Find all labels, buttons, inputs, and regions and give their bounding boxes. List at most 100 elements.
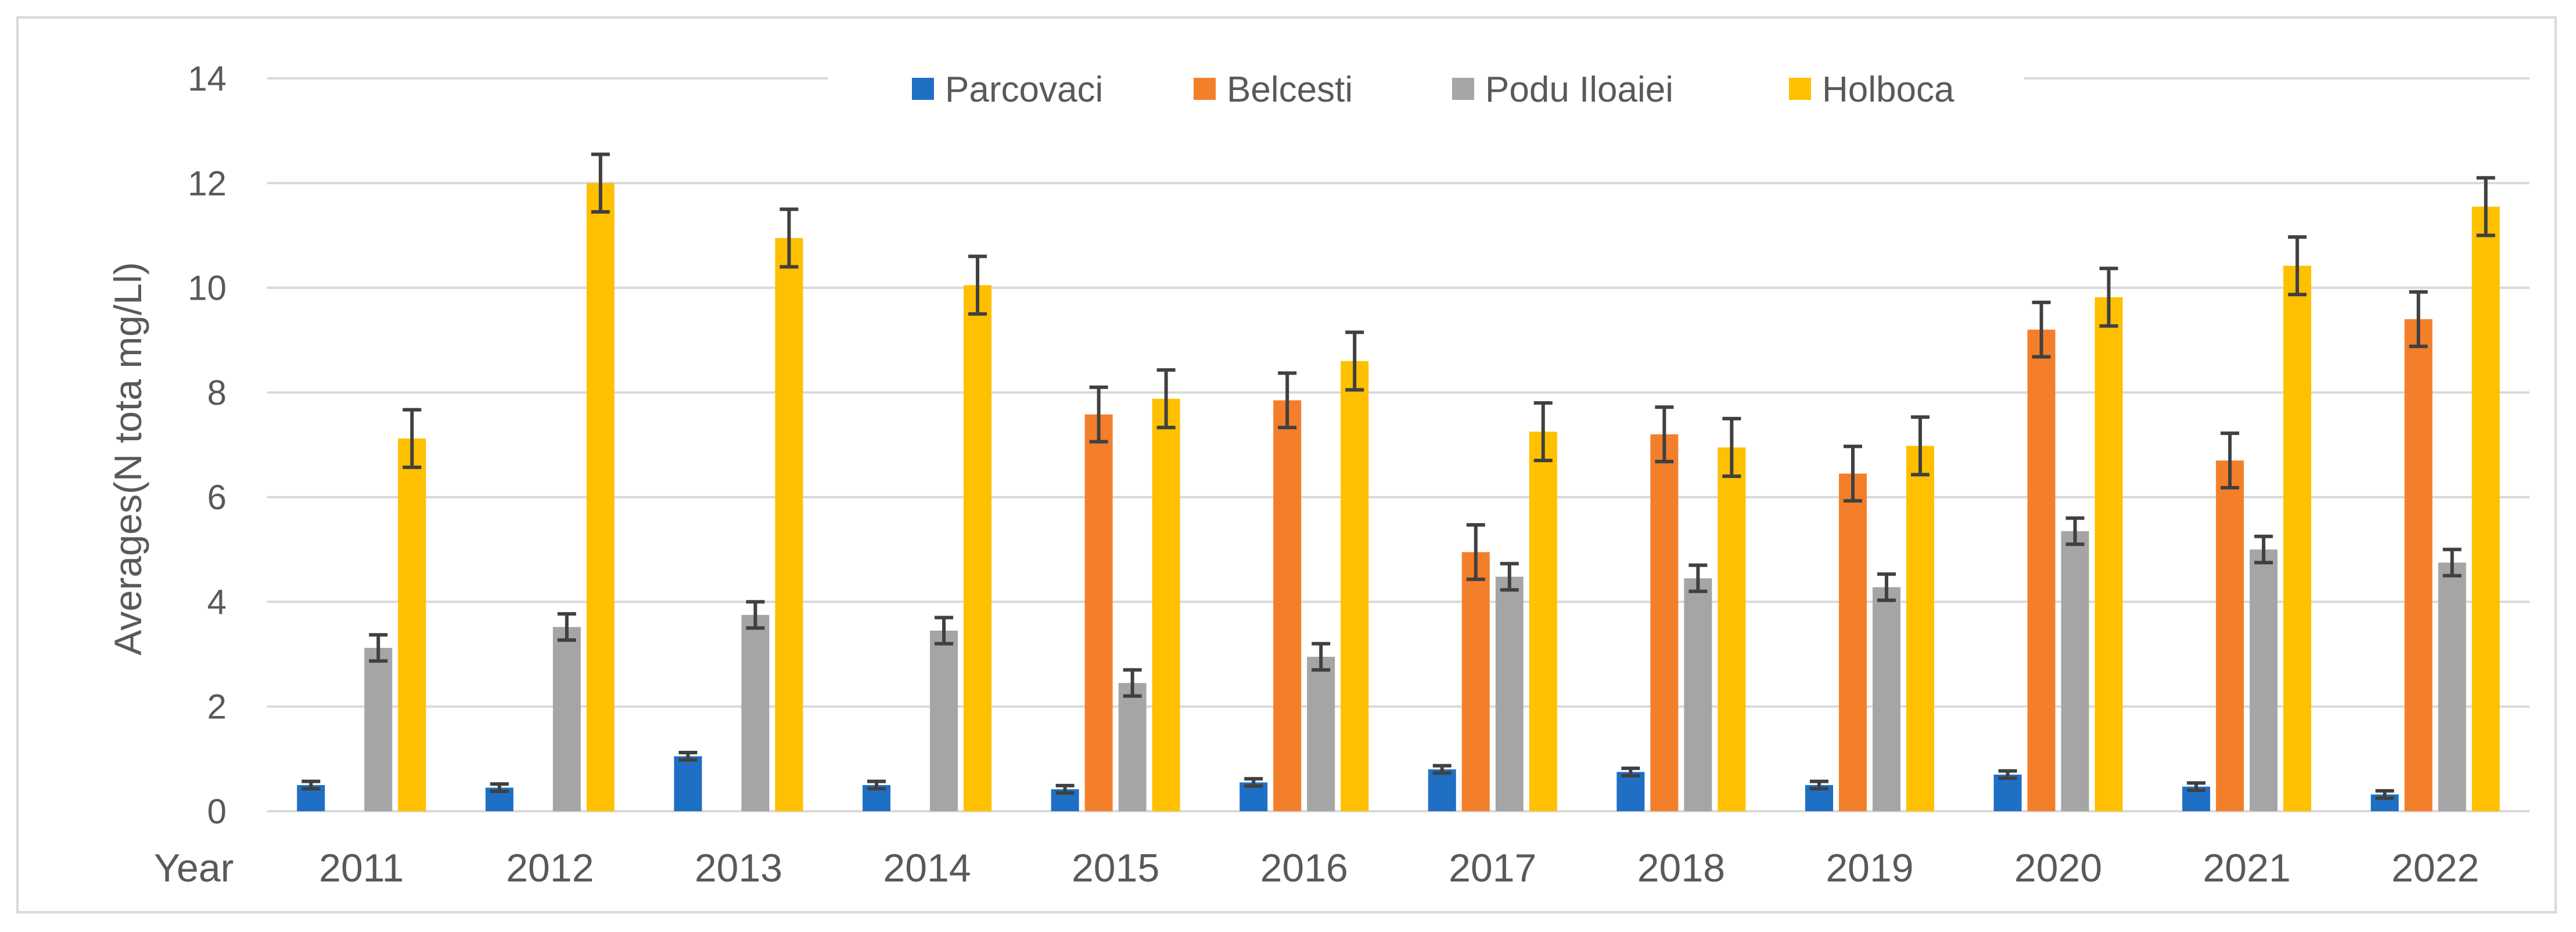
bar-holboca-2020 xyxy=(2094,297,2123,812)
error-bar-podu-iloaiei-2011 xyxy=(369,633,388,663)
bar-holboca-2015 xyxy=(1152,398,1180,811)
error-bar-podu-iloaiei-2020 xyxy=(2065,516,2085,546)
y-tick-label: 2 xyxy=(207,688,227,726)
bar-belcesti-2016 xyxy=(1273,400,1302,811)
error-bar-podu-iloaiei-2016 xyxy=(1312,642,1331,672)
error-bar-parcovaci-2022 xyxy=(2375,789,2394,800)
error-bar-holboca-2011 xyxy=(403,408,422,469)
bar-holboca-2014 xyxy=(964,285,992,811)
bar-holboca-2022 xyxy=(2471,206,2500,812)
error-bar-holboca-2013 xyxy=(779,207,799,269)
bar-podu-iloaiei-2015 xyxy=(1118,683,1147,811)
error-bar-holboca-2018 xyxy=(1722,416,1741,478)
error-bar-podu-iloaiei-2021 xyxy=(2254,534,2273,564)
y-tick-label: 12 xyxy=(188,164,227,203)
error-bar-holboca-2015 xyxy=(1156,368,1176,430)
bar-parcovaci-2013 xyxy=(674,756,702,811)
legend-item-parcovaci: Parcovaci xyxy=(912,70,1103,110)
x-tick-label: 2018 xyxy=(1637,846,1725,890)
bar-podu-iloaiei-2019 xyxy=(1872,587,1900,811)
bar-holboca-2017 xyxy=(1529,431,1557,811)
error-bar-parcovaci-2021 xyxy=(2187,781,2206,792)
error-bar-holboca-2012 xyxy=(591,152,610,214)
error-bar-parcovaci-2014 xyxy=(867,779,886,791)
bar-podu-iloaiei-2020 xyxy=(2061,531,2089,811)
error-bar-belcesti-2017 xyxy=(1466,523,1485,581)
error-bar-podu-iloaiei-2012 xyxy=(557,612,576,642)
bar-belcesti-2020 xyxy=(2027,329,2056,811)
error-bar-holboca-2016 xyxy=(1345,330,1364,392)
x-tick-label: 2019 xyxy=(1826,846,1913,890)
bar-belcesti-2015 xyxy=(1084,414,1113,811)
error-bar-podu-iloaiei-2017 xyxy=(1500,562,1519,592)
legend-swatch xyxy=(912,78,934,100)
x-tick-label: 2011 xyxy=(319,846,404,890)
error-bar-holboca-2021 xyxy=(2288,235,2307,297)
bar-belcesti-2017 xyxy=(1461,552,1490,811)
bar-parcovaci-2020 xyxy=(1993,774,2022,811)
error-bar-holboca-2019 xyxy=(1910,415,1930,477)
x-tick-label: 2012 xyxy=(506,846,594,890)
error-bar-belcesti-2021 xyxy=(2221,431,2240,490)
y-tick-label: 0 xyxy=(207,792,227,831)
bars xyxy=(297,183,2500,812)
error-bar-podu-iloaiei-2015 xyxy=(1123,668,1142,698)
bar-holboca-2019 xyxy=(1906,445,1934,811)
error-bar-podu-iloaiei-2019 xyxy=(1877,572,1896,602)
bar-parcovaci-2018 xyxy=(1616,772,1645,811)
x-tick-label: 2021 xyxy=(2203,846,2290,890)
legend-label: Parcovaci xyxy=(945,70,1103,110)
error-bar-podu-iloaiei-2018 xyxy=(1688,563,1708,593)
error-bar-parcovaci-2011 xyxy=(301,779,321,791)
bar-podu-iloaiei-2017 xyxy=(1495,577,1524,811)
x-axis-tick-labels: 2011 2012 2013 2014 2015 2016 2017 2018 2019 2020… xyxy=(319,846,2479,890)
error-bar-holboca-2020 xyxy=(2099,267,2118,328)
error-bar-holboca-2017 xyxy=(1533,401,1553,463)
x-tick-label: 2014 xyxy=(883,846,971,890)
error-bar-parcovaci-2012 xyxy=(490,782,509,793)
bar-holboca-2012 xyxy=(586,183,615,812)
x-tick-label: 2016 xyxy=(1260,846,1348,890)
error-bar-parcovaci-2013 xyxy=(678,751,698,762)
bar-holboca-2021 xyxy=(2283,265,2312,811)
bar-holboca-2016 xyxy=(1341,361,1369,811)
bar-holboca-2011 xyxy=(398,438,426,811)
bar-podu-iloaiei-2022 xyxy=(2438,562,2466,811)
error-bar-parcovaci-2019 xyxy=(1809,779,1828,791)
error-bar-podu-iloaiei-2022 xyxy=(2442,548,2462,578)
legend-background xyxy=(828,53,2024,105)
y-tick-label: 8 xyxy=(207,373,227,412)
gridlines xyxy=(267,77,2530,812)
bar-podu-iloaiei-2013 xyxy=(741,614,770,811)
x-tick-label: 2013 xyxy=(695,846,782,890)
x-tick-label: 2015 xyxy=(1072,846,1159,890)
error-bar-belcesti-2015 xyxy=(1089,385,1108,444)
bar-belcesti-2018 xyxy=(1650,434,1679,811)
error-bar-belcesti-2018 xyxy=(1655,405,1674,463)
y-axis-title: Averages(N tota mg/Ll) xyxy=(106,262,149,655)
legend-swatch xyxy=(1194,78,1216,100)
bar-podu-iloaiei-2014 xyxy=(930,631,958,811)
x-axis-title: Year xyxy=(154,846,233,890)
error-bar-parcovaci-2018 xyxy=(1621,767,1640,778)
y-tick-label: 10 xyxy=(188,269,227,308)
x-tick-label: 2020 xyxy=(2014,846,2102,890)
x-tick-label: 2017 xyxy=(1449,846,1536,890)
error-bar-belcesti-2022 xyxy=(2409,290,2428,348)
legend-item-podu-iloaiei: Podu Iloaiei xyxy=(1452,70,1673,110)
error-bar-parcovaci-2020 xyxy=(1998,769,2017,780)
error-bar-parcovaci-2015 xyxy=(1055,783,1075,795)
bar-podu-iloaiei-2018 xyxy=(1684,578,1712,811)
x-tick-label: 2022 xyxy=(2391,846,2479,890)
legend: Parcovaci Belcesti Podu Iloaiei Holboca xyxy=(828,53,2024,110)
legend-label: Belcesti xyxy=(1227,70,1353,110)
error-bar-belcesti-2020 xyxy=(2032,300,2051,359)
legend-item-holboca: Holboca xyxy=(1789,70,1955,110)
y-tick-label: 14 xyxy=(188,59,227,98)
error-bar-parcovaci-2016 xyxy=(1244,777,1263,788)
bar-belcesti-2022 xyxy=(2404,319,2433,811)
legend-label: Podu Iloaiei xyxy=(1485,70,1673,110)
error-bar-parcovaci-2017 xyxy=(1432,764,1452,775)
bar-parcovaci-2017 xyxy=(1428,769,1456,811)
